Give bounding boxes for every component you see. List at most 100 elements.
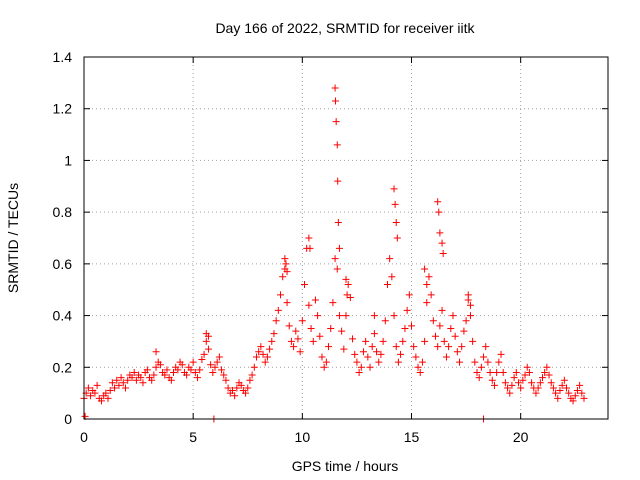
data-point bbox=[121, 384, 129, 392]
data-point bbox=[460, 327, 468, 335]
data-point bbox=[163, 366, 171, 374]
data-point bbox=[412, 353, 420, 361]
data-point bbox=[150, 371, 158, 379]
data-point bbox=[257, 343, 265, 351]
data-point bbox=[534, 384, 542, 392]
data-point bbox=[343, 291, 351, 299]
data-point bbox=[525, 368, 533, 376]
data-point bbox=[510, 374, 518, 382]
data-point bbox=[215, 353, 223, 361]
data-point bbox=[423, 299, 431, 307]
data-point bbox=[519, 376, 527, 384]
data-point bbox=[370, 312, 378, 320]
data-point bbox=[320, 363, 328, 371]
y-tick-label: 0.4 bbox=[53, 308, 73, 324]
data-point bbox=[392, 343, 400, 351]
data-point bbox=[490, 381, 498, 389]
data-point bbox=[517, 384, 525, 392]
data-point bbox=[521, 371, 529, 379]
data-point bbox=[296, 348, 304, 356]
data-point bbox=[132, 376, 140, 384]
data-point bbox=[246, 376, 254, 384]
data-point bbox=[335, 244, 343, 252]
y-tick-label: 0.8 bbox=[53, 204, 73, 220]
data-point bbox=[281, 255, 289, 263]
data-point bbox=[357, 363, 365, 371]
data-point bbox=[170, 368, 178, 376]
data-point bbox=[306, 244, 314, 252]
data-point bbox=[322, 358, 330, 366]
data-point bbox=[316, 332, 324, 340]
y-tick-label: 0.2 bbox=[53, 359, 73, 375]
data-point bbox=[421, 337, 429, 345]
data-point bbox=[294, 335, 302, 343]
y-tick-label: 1.4 bbox=[53, 49, 73, 65]
data-point bbox=[488, 376, 496, 384]
data-point bbox=[290, 343, 298, 351]
data-point bbox=[211, 363, 219, 371]
data-point bbox=[327, 325, 335, 332]
data-point bbox=[344, 281, 352, 289]
data-point bbox=[191, 368, 199, 376]
data-point bbox=[523, 363, 531, 371]
data-point bbox=[394, 358, 402, 366]
data-point bbox=[84, 384, 92, 392]
data-point bbox=[403, 306, 411, 314]
data-point bbox=[248, 371, 256, 379]
data-point bbox=[106, 387, 114, 395]
data-point bbox=[198, 356, 206, 364]
data-point bbox=[449, 312, 457, 320]
data-point bbox=[309, 337, 317, 345]
data-point bbox=[237, 381, 245, 389]
data-point bbox=[359, 348, 367, 356]
data-point bbox=[429, 317, 437, 325]
data-point bbox=[202, 337, 210, 345]
data-point bbox=[279, 273, 287, 281]
data-point bbox=[194, 374, 202, 382]
data-point bbox=[388, 273, 396, 281]
data-point bbox=[427, 291, 435, 299]
data-point bbox=[342, 275, 350, 283]
data-point bbox=[266, 345, 274, 353]
y-tick-label: 0.6 bbox=[53, 256, 73, 272]
data-point bbox=[442, 353, 450, 361]
data-point bbox=[477, 363, 485, 371]
data-point bbox=[104, 394, 112, 402]
data-point bbox=[209, 368, 217, 376]
data-point bbox=[386, 255, 394, 263]
data-point bbox=[508, 381, 516, 389]
data-points bbox=[80, 84, 588, 423]
data-point bbox=[469, 337, 477, 345]
data-point bbox=[475, 374, 483, 382]
data-point bbox=[506, 389, 514, 397]
data-point bbox=[418, 358, 426, 366]
data-point bbox=[410, 343, 418, 351]
data-point bbox=[373, 348, 381, 356]
data-point bbox=[148, 376, 156, 384]
data-point bbox=[438, 306, 446, 314]
data-point bbox=[504, 384, 512, 392]
data-point bbox=[130, 368, 138, 376]
x-tick-label: 15 bbox=[404, 429, 420, 445]
data-point bbox=[501, 379, 509, 387]
data-point bbox=[362, 337, 370, 345]
data-point bbox=[466, 301, 474, 309]
data-point bbox=[305, 301, 313, 309]
data-point bbox=[390, 312, 398, 320]
data-point bbox=[174, 366, 182, 374]
data-point bbox=[222, 376, 230, 384]
data-point bbox=[228, 387, 236, 395]
data-point bbox=[204, 332, 212, 340]
data-point bbox=[554, 394, 562, 402]
data-point bbox=[333, 265, 341, 273]
grid-layer bbox=[84, 57, 608, 419]
data-point bbox=[167, 376, 175, 384]
data-point bbox=[220, 371, 228, 379]
data-point bbox=[117, 374, 125, 382]
data-point bbox=[178, 361, 186, 369]
data-point bbox=[196, 366, 204, 374]
data-point bbox=[97, 397, 105, 405]
y-tick-label: 1 bbox=[64, 152, 72, 168]
data-point bbox=[207, 361, 215, 369]
data-point bbox=[204, 345, 212, 353]
